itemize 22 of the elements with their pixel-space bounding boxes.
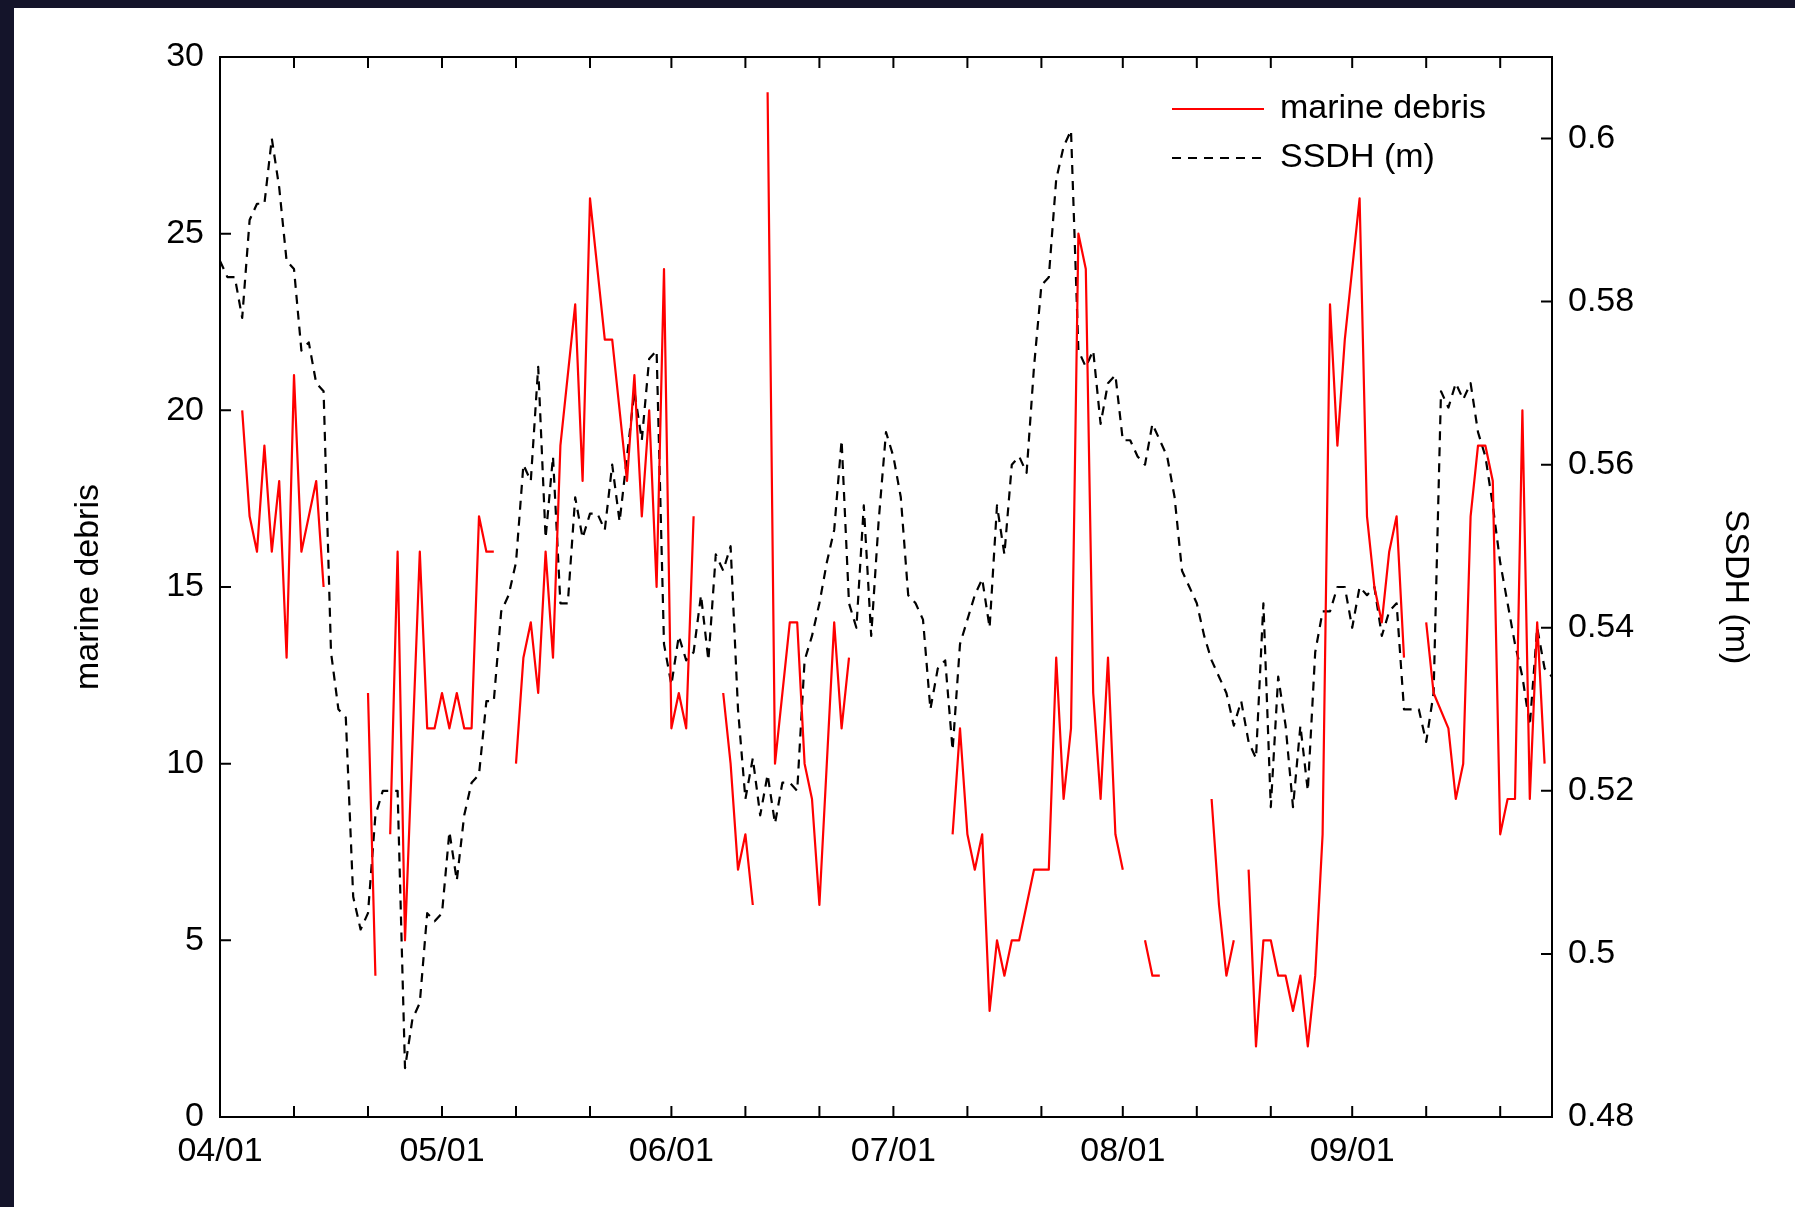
legend-label: SSDH (m) [1280,136,1435,175]
y2-tick-label: 0.56 [1568,443,1635,482]
y-axis-title: marine debris [66,484,105,690]
y-tick-label: 15 [166,565,204,604]
x-tick-label: 09/01 [1309,1129,1395,1168]
y2-tick-label: 0.54 [1568,606,1635,645]
y2-axis-title: SSDH (m) [1719,509,1758,665]
y-tick-label: 25 [166,212,204,251]
y-tick-label: 20 [166,388,204,427]
y2-tick-label: 0.6 [1568,116,1616,155]
x-tick-label: 07/01 [850,1129,936,1168]
y2-tick-label: 0.58 [1568,279,1635,318]
x-tick-label: 05/01 [399,1129,485,1168]
y-tick-label: 5 [185,918,204,957]
y2-tick-label: 0.48 [1568,1095,1635,1134]
y2-tick-label: 0.52 [1568,769,1635,808]
legend-label: marine debris [1280,87,1486,126]
y-tick-label: 10 [166,742,204,781]
x-tick-label: 06/01 [628,1129,714,1168]
y-tick-label: 30 [166,35,204,74]
y2-tick-label: 0.5 [1568,932,1616,971]
x-tick-label: 08/01 [1080,1129,1166,1168]
